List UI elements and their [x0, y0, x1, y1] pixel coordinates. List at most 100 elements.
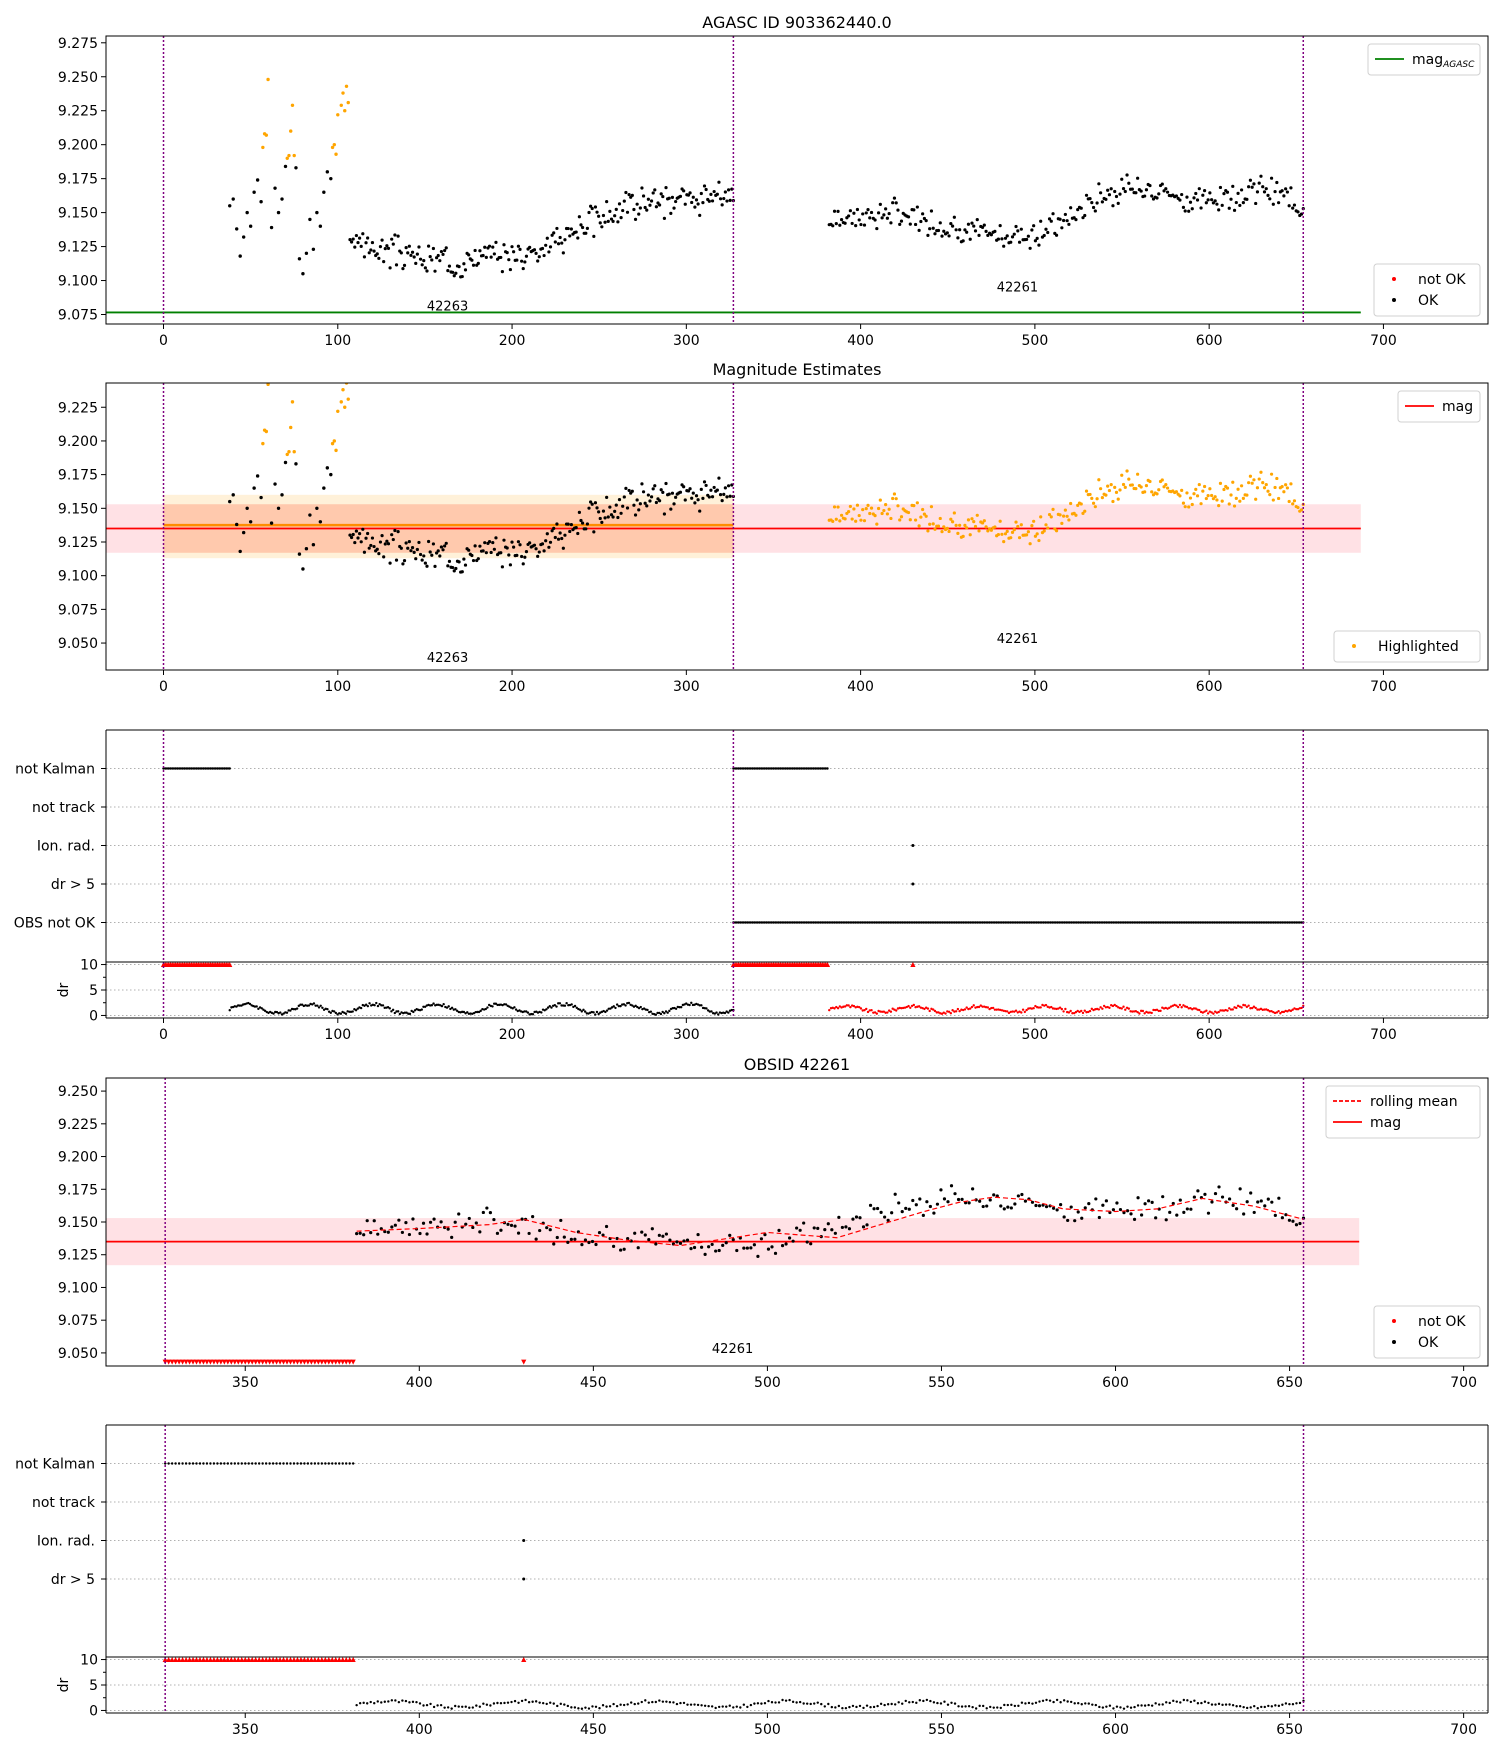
data-point	[544, 539, 547, 542]
data-point	[636, 498, 639, 501]
data-point	[1221, 1195, 1224, 1198]
data-point	[482, 549, 485, 552]
data-point	[528, 246, 531, 249]
data-point	[697, 1704, 699, 1706]
data-point	[608, 210, 611, 213]
flag-point	[216, 1462, 218, 1464]
data-point	[1038, 1700, 1040, 1702]
data-point	[1161, 1195, 1164, 1198]
y-tick-label: 0	[89, 1008, 98, 1024]
data-point	[887, 1703, 889, 1705]
data-point	[409, 1013, 411, 1015]
data-point	[525, 255, 528, 258]
data-point	[1298, 1222, 1301, 1225]
data-point	[944, 1012, 946, 1014]
data-point	[427, 244, 430, 247]
data-point	[1129, 1212, 1132, 1215]
data-point	[372, 250, 375, 253]
data-point	[1161, 478, 1164, 481]
data-point	[628, 193, 631, 196]
data-point	[992, 1193, 995, 1196]
data-point	[1127, 182, 1130, 185]
data-point	[736, 1705, 738, 1707]
data-point	[1284, 483, 1287, 486]
legend-top: rolling meanmag	[1326, 1086, 1480, 1138]
data-point	[728, 1234, 731, 1237]
data-point	[490, 551, 493, 554]
data-point	[395, 263, 398, 266]
data-point	[955, 524, 958, 527]
data-point	[729, 199, 732, 202]
data-point	[1061, 1008, 1063, 1010]
data-point	[482, 1703, 484, 1705]
data-point	[293, 154, 296, 157]
data-point	[652, 191, 655, 194]
panel-title: AGASC ID 903362440.0	[702, 13, 891, 32]
data-point	[1013, 1202, 1016, 1205]
data-point	[570, 227, 573, 230]
data-point	[1062, 219, 1065, 222]
data-point	[721, 499, 724, 502]
data-point	[1199, 502, 1202, 505]
data-point	[882, 509, 885, 512]
data-point	[955, 1010, 957, 1012]
data-point	[528, 1701, 530, 1703]
data-point	[387, 247, 390, 250]
data-point	[967, 518, 970, 521]
data-point	[552, 231, 555, 234]
data-point	[1191, 207, 1194, 210]
data-point	[1051, 508, 1054, 511]
flag-point	[826, 767, 828, 769]
data-point	[1055, 529, 1058, 532]
flag-label: not Kalman	[15, 762, 95, 778]
data-point	[658, 499, 661, 502]
data-point	[591, 1705, 593, 1707]
data-point	[534, 547, 537, 550]
data-point	[688, 487, 691, 490]
data-point	[722, 1705, 724, 1707]
data-point	[661, 491, 664, 494]
data-point	[1274, 1704, 1276, 1706]
data-point	[672, 207, 675, 210]
data-point	[1266, 194, 1269, 197]
data-point	[1098, 1216, 1101, 1219]
data-point	[836, 505, 839, 508]
data-point	[946, 527, 949, 530]
data-point	[933, 1701, 935, 1703]
data-point	[925, 1200, 928, 1203]
data-point	[533, 248, 536, 251]
data-point	[623, 1248, 626, 1251]
flag-point	[223, 1462, 225, 1464]
data-point	[879, 203, 882, 206]
data-point	[1238, 500, 1241, 503]
x-tick-label: 200	[499, 679, 526, 695]
data-point	[639, 206, 642, 209]
data-point	[1010, 1206, 1013, 1209]
data-point	[947, 234, 950, 237]
data-point	[458, 1705, 460, 1707]
data-point	[760, 1237, 763, 1240]
data-point	[479, 1706, 481, 1708]
data-point	[284, 461, 287, 464]
data-point	[1144, 1202, 1147, 1205]
data-point	[679, 195, 682, 198]
data-point	[1185, 491, 1188, 494]
data-point	[713, 486, 716, 489]
data-point	[594, 205, 597, 208]
data-point	[611, 515, 614, 518]
data-point	[1210, 1200, 1213, 1203]
data-point	[950, 1184, 953, 1187]
data-point	[440, 1704, 442, 1706]
data-point	[1265, 187, 1268, 190]
y-tick-label: 9.100	[58, 569, 98, 585]
data-point	[950, 1012, 952, 1014]
data-point	[926, 1699, 928, 1701]
data-point	[581, 1708, 583, 1710]
data-point	[880, 1211, 883, 1214]
data-point	[919, 220, 922, 223]
data-point	[591, 503, 594, 506]
data-point	[684, 498, 687, 501]
y-tick-label: 5	[89, 983, 98, 999]
flag-point	[310, 1462, 312, 1464]
data-point	[918, 229, 921, 232]
